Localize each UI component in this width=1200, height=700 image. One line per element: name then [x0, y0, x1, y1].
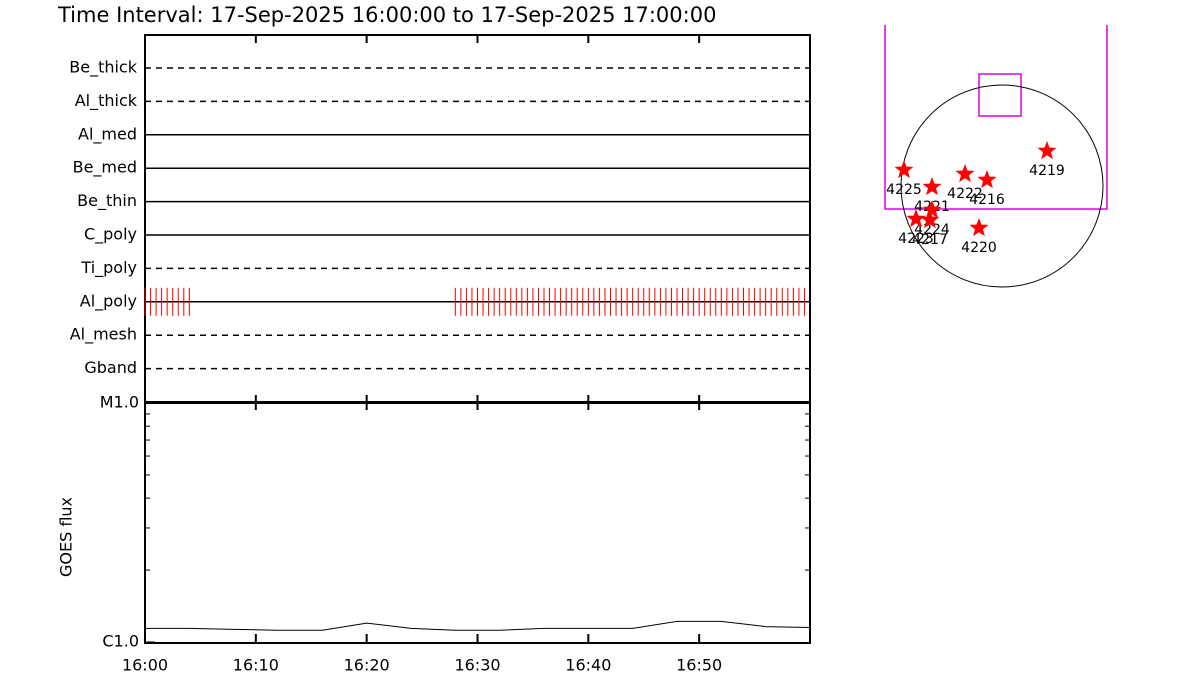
- region-star: [1037, 141, 1057, 160]
- filter-label: Be_thick: [69, 58, 137, 78]
- goes-ylabel: GOES flux: [57, 497, 76, 577]
- x-tick-label: 16:50: [676, 656, 722, 675]
- x-tick-label: 16:00: [122, 656, 168, 675]
- timeline-frame: [144, 34, 811, 403]
- filter-label: Al_mesh: [70, 325, 137, 345]
- region-label: 4225: [886, 182, 922, 198]
- region-star: [894, 160, 914, 179]
- filter-label: Be_thin: [77, 191, 137, 211]
- region-label: 4216: [969, 192, 1005, 208]
- x-tick-label: 16:10: [233, 656, 279, 675]
- filter-label: C_poly: [84, 225, 137, 245]
- xrt-fov: [978, 73, 1022, 117]
- y-tick-label: C1.0: [102, 632, 139, 651]
- title: Time Interval: 17-Sep-2025 16:00:00 to 1…: [57, 3, 716, 27]
- region-star: [922, 200, 942, 219]
- region-label: 4217: [912, 232, 948, 248]
- region-label: 4222: [947, 186, 983, 202]
- region-star: [969, 218, 989, 237]
- filter-label: Ti_poly: [80, 258, 137, 278]
- region-star: [906, 209, 926, 228]
- region-star: [977, 170, 997, 189]
- fov: [884, 25, 1108, 210]
- filter-label: Al_thick: [75, 91, 138, 111]
- x-tick-label: 16:20: [344, 656, 390, 675]
- solar-disk: [900, 84, 1104, 288]
- region-label: 4220: [961, 240, 997, 256]
- x-tick-label: 16:40: [565, 656, 611, 675]
- region-label: 4219: [1029, 163, 1065, 179]
- region-label: 4224: [914, 222, 950, 238]
- goes-curve: [145, 620, 811, 631]
- filter-label: Gband: [84, 358, 137, 377]
- region-star: [955, 164, 975, 183]
- filter-label: Al_med: [78, 124, 137, 144]
- filter-label: Al_poly: [80, 291, 137, 311]
- goes-frame: [144, 402, 811, 644]
- sun-map: 421942254221422242164224422342174220: [884, 25, 1108, 288]
- region-label: 4223: [898, 231, 934, 247]
- x-tick-label: 16:30: [454, 656, 500, 675]
- region-star: [922, 177, 942, 196]
- y-tick-label: M1.0: [100, 393, 139, 412]
- region-star: [920, 210, 940, 229]
- filter-label: Be_med: [73, 158, 137, 178]
